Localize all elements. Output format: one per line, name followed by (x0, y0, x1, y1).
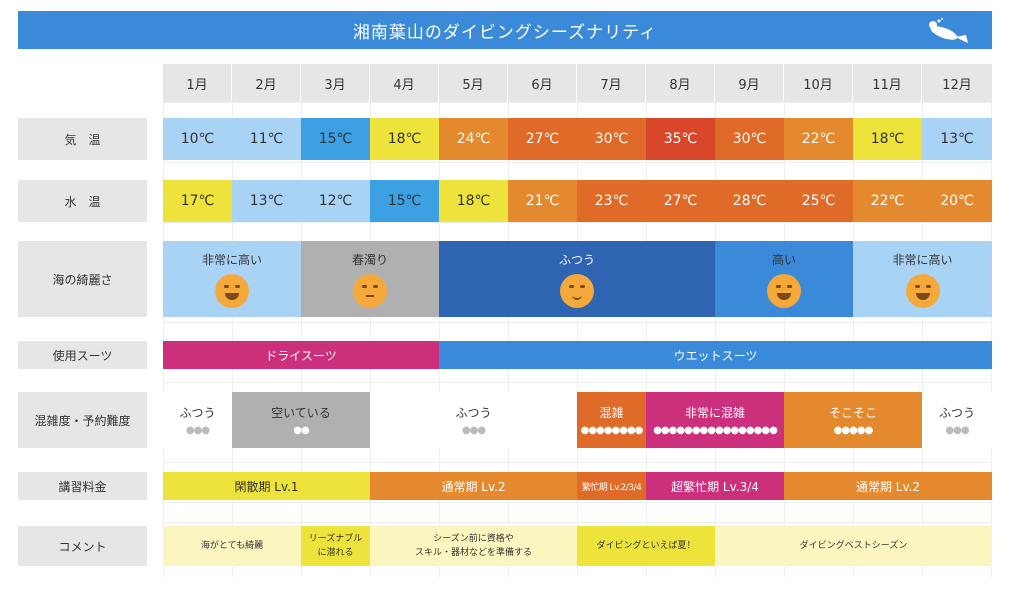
laughing-face-icon (905, 273, 940, 308)
air-temp-cell: 27℃ (508, 118, 577, 160)
clarity-label: 春濁り (351, 252, 388, 267)
water-temp-cell: 20℃ (922, 180, 992, 222)
crowd-block: 非常に混雑 ●●●●●●●●●●●●●●●● (646, 392, 784, 448)
fee-block: 閑散期 Lv.1 (163, 472, 370, 500)
page-title-bar: 湘南葉山のダイビングシーズナリティ (18, 11, 992, 49)
clarity-block: 春濁り (301, 241, 439, 317)
people-icon: ●●●●● (833, 425, 874, 436)
crowd-label: ふつう (179, 406, 216, 420)
comment-line: シーズン前に資格や (433, 534, 514, 544)
clarity-label: 非常に高い (892, 252, 953, 267)
water-temp-cell: 17℃ (163, 180, 232, 222)
people-icon: ●●● (945, 425, 969, 436)
month-header: 11月 (853, 64, 921, 102)
air-temp-cell: 13℃ (922, 118, 992, 160)
air-temp-cell: 18℃ (853, 118, 922, 160)
crowd-label: 非常に混雑 (684, 406, 745, 420)
month-header: 1月 (163, 64, 231, 102)
month-header: 12月 (922, 64, 992, 102)
suit-block: ドライスーツ (163, 341, 439, 369)
crowd-block: そこそこ ●●●●● (784, 392, 922, 448)
month-header: 3月 (301, 64, 369, 102)
air-temp-cell: 22℃ (784, 118, 853, 160)
water-temp-cell: 18℃ (439, 180, 508, 222)
comment-block: シーズン前に資格や スキル・器材などを準備する (370, 526, 577, 566)
fee-block: 通常期 Lv.2 (784, 472, 992, 500)
month-header: 6月 (508, 64, 576, 102)
people-icon: ●●●●●●●● (580, 425, 644, 436)
diver-icon (929, 18, 968, 43)
clarity-label: 高い (771, 252, 796, 267)
month-header: 7月 (577, 64, 645, 102)
fee-block: 繁忙期 Lv.2/3/4 (577, 472, 646, 500)
row-label-clarity: 海の綺麗さ (18, 241, 147, 317)
air-temp-cell: 11℃ (232, 118, 301, 160)
comment-line: リーズナブル (308, 534, 363, 544)
water-temp-cell: 15℃ (370, 180, 439, 222)
background-grid (163, 102, 992, 577)
comment-block: ダイビングベストシーズン (715, 526, 992, 566)
comment-block: ダイビングといえば夏！ (577, 526, 715, 566)
crowd-block: ふつう ●●● (922, 392, 992, 448)
comment-block: 海がとても綺麗 (163, 526, 301, 566)
clarity-block: 非常に高い (853, 241, 992, 317)
row-label-crowd: 混雑度・予約難度 (18, 392, 147, 448)
fee-block: 通常期 Lv.2 (370, 472, 577, 500)
clarity-block: 非常に高い (163, 241, 301, 317)
month-header: 9月 (715, 64, 783, 102)
clarity-block: 高い (715, 241, 853, 317)
neutral-face-icon (353, 273, 387, 308)
water-temp-cell: 25℃ (784, 180, 853, 222)
people-icon: ●●●●●●●●●●●●●●●● (653, 425, 778, 436)
laughing-face-icon (215, 273, 249, 308)
comment-line: に潜れる (317, 548, 354, 558)
water-temp-cell: 28℃ (715, 180, 784, 222)
people-icon: ●●● (461, 425, 486, 436)
comment-line: スキル・器材などを準備する (414, 548, 532, 558)
people-icon: ●●● (185, 425, 210, 436)
row-label-water-temp: 水 温 (18, 180, 147, 222)
water-temp-cell: 23℃ (577, 180, 646, 222)
people-icon: ●● (293, 425, 309, 436)
water-temp-cell: 27℃ (646, 180, 715, 222)
row-label-fee: 講習料金 (18, 472, 147, 500)
month-header: 2月 (232, 64, 300, 102)
grin-face-icon (767, 273, 801, 308)
air-temp-cell: 24℃ (439, 118, 508, 160)
air-temp-cell: 30℃ (577, 118, 646, 160)
smile-face-icon (560, 273, 594, 308)
water-temp-cell: 13℃ (232, 180, 301, 222)
crowd-block: 混雑 ●●●●●●●● (577, 392, 646, 448)
crowd-label: 空いている (271, 406, 331, 420)
air-temp-cell: 10℃ (163, 118, 232, 160)
suit-block: ウエットスーツ (439, 341, 992, 369)
water-temp-cell: 21℃ (508, 180, 577, 222)
air-temp-cell: 35℃ (646, 118, 715, 160)
water-temp-cell: 22℃ (853, 180, 922, 222)
row-label-comment: コメント (18, 526, 147, 566)
month-header: 4月 (370, 64, 438, 102)
crowd-label: ふつう (455, 406, 492, 420)
crowd-block: 空いている ●● (232, 392, 370, 448)
row-label-air-temp: 気 温 (18, 118, 147, 160)
crowd-block: ふつう ●●● (163, 392, 232, 448)
crowd-label: そこそこ (828, 406, 877, 420)
air-temp-cell: 30℃ (715, 118, 784, 160)
clarity-label: ふつう (558, 252, 595, 267)
row-label-suit: 使用スーツ (18, 341, 147, 369)
comment-block: リーズナブル に潜れる (301, 526, 370, 566)
crowd-block: ふつう ●●● (370, 392, 577, 448)
air-temp-cell: 15℃ (301, 118, 370, 160)
month-header: 5月 (439, 64, 507, 102)
fee-block: 超繁忙期 Lv.3/4 (646, 472, 784, 500)
crowd-label: ふつう (938, 406, 975, 420)
air-temp-cell: 18℃ (370, 118, 439, 160)
crowd-label: 混雑 (599, 406, 624, 420)
page-title: 湘南葉山のダイビングシーズナリティ (352, 22, 658, 43)
month-header: 10月 (784, 64, 852, 102)
clarity-block: ふつう (439, 241, 715, 317)
clarity-label: 非常に高い (201, 252, 262, 267)
month-header: 8月 (646, 64, 714, 102)
water-temp-cell: 12℃ (301, 180, 370, 222)
